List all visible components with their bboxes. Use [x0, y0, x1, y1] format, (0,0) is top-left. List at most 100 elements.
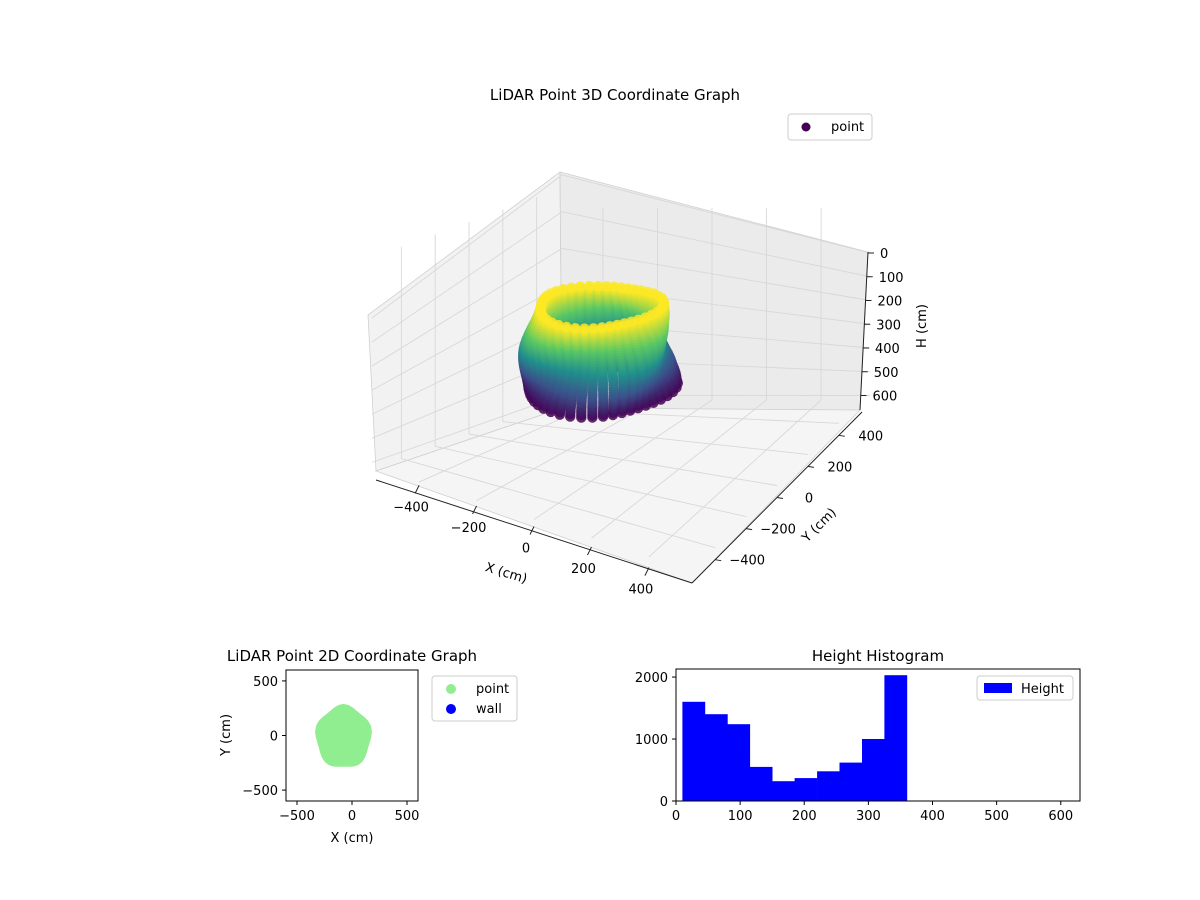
wall-grid-h-1	[371, 211, 871, 343]
x-tick-3d-3	[587, 546, 592, 556]
point-cloud-2d-area	[315, 703, 372, 767]
histogram-bar-9	[884, 675, 908, 801]
histogram-bar-4	[772, 781, 795, 801]
x-tick-3d-2	[529, 526, 535, 535]
histogram-bar-5	[794, 778, 818, 801]
y-tick-label-2d-0: −500	[242, 784, 278, 799]
ticks-3d: −400 −200 0 200 400 −400 −200 0 200 400 0 100 200 300…	[393, 247, 903, 598]
legend-3d-marker-point	[801, 122, 811, 132]
point-cloud-2d	[315, 703, 372, 767]
floor-grid-y-4	[536, 408, 839, 424]
x-tick-label-2d-0: −500	[279, 809, 315, 824]
legend-3d: point	[787, 113, 873, 141]
legend-3d-label-point: point	[831, 120, 864, 135]
x-tick-label-hist-6: 600	[1048, 809, 1073, 824]
legend-hist-box	[976, 675, 1074, 701]
x-tick-label-2d-1: 0	[348, 809, 356, 824]
x-tick-3d-1	[472, 505, 477, 515]
wall-grid-h-0	[371, 174, 871, 319]
floor-grid-y-2	[468, 433, 778, 486]
y-tick-label-hist-0: 0	[660, 795, 668, 810]
y-tick-label-3d-0: −400	[729, 554, 765, 569]
x-tick-3d-4	[644, 567, 650, 576]
x-tick-label-3d-2: 0	[522, 542, 530, 557]
legend-2d-label-point: point	[476, 682, 509, 697]
ticks-2d: −500 0 500 −500 0 500	[242, 675, 419, 824]
lidar-point-3d	[601, 281, 612, 292]
legend-hist-label: Height	[1021, 682, 1064, 697]
histogram-bar-8	[862, 739, 885, 801]
lidar-point-3d	[588, 323, 599, 334]
y-tick-label-3d-3: 200	[827, 460, 852, 475]
x-axis-label-2d: X (cm)	[331, 831, 374, 846]
lidar-point-3d	[609, 281, 620, 292]
point-cloud-3d	[518, 280, 683, 423]
chart-2d-title: LiDAR Point 2D Coordinate Graph	[227, 647, 477, 665]
plot-frame-hist	[675, 668, 1081, 802]
y-axis-label-2d: Y (cm)	[219, 714, 234, 757]
legend-hist: Height	[976, 675, 1074, 701]
histogram-bar-7	[839, 762, 863, 801]
z-axis-line	[859, 251, 869, 411]
x-tick-label-hist-4: 400	[920, 809, 945, 824]
wall-grid-h-2	[371, 247, 871, 367]
y-tick-3d-4	[838, 434, 845, 437]
y-tick-3d-2	[776, 497, 784, 499]
floor-grid-y-0	[401, 458, 716, 549]
x-tick-3d-0	[414, 485, 420, 494]
lidar-point-3d	[640, 312, 651, 323]
legend-2d-label-wall: wall	[476, 702, 502, 717]
z-tick-label-3d-5: 500	[874, 366, 899, 381]
x-tick-label-hist-3: 300	[856, 809, 881, 824]
x-axis-label-3d: X (cm)	[483, 560, 529, 587]
lidar-point-3d	[584, 280, 595, 292]
x-axis-line	[375, 479, 693, 584]
y-tick-3d-3	[807, 465, 814, 468]
x-tick-label-3d-0: −400	[393, 500, 429, 515]
y-tick-3d-1	[746, 528, 753, 531]
y-tick-label-hist-1: 1000	[635, 733, 668, 748]
lidar-point-3d	[566, 282, 577, 293]
z-tick-label-3d-3: 300	[876, 318, 901, 333]
z-tick-label-3d-2: 200	[878, 295, 903, 310]
lidar-point-3d	[596, 322, 608, 333]
legend-2d: point wall	[431, 675, 518, 722]
y-tick-3d-0	[715, 559, 722, 562]
legend-hist-swatch	[984, 683, 1012, 693]
y-tick-label-3d-4: 400	[858, 429, 883, 444]
x-tick-label-3d-1: −200	[451, 521, 487, 536]
y-tick-label-3d-2: 0	[805, 492, 813, 507]
chart-histogram: Height Histogram 0 100 200 300 400 500 600 0 100…	[635, 647, 1081, 824]
z-tick-label-3d-0: 0	[880, 247, 888, 262]
lidar-point-3d	[579, 323, 590, 334]
z-tick-label-3d-4: 400	[875, 342, 900, 357]
legend-2d-marker-wall	[446, 704, 456, 714]
lidar-point-3d	[575, 281, 586, 292]
lidar-point-3d	[593, 280, 604, 292]
histogram-title: Height Histogram	[812, 647, 944, 665]
chart-3d-title: LiDAR Point 3D Coordinate Graph	[490, 86, 740, 104]
y-axis-label-3d: Y (cm)	[799, 505, 840, 546]
x-tick-label-3d-4: 400	[628, 583, 653, 598]
z-tick-label-3d-6: 600	[873, 390, 898, 405]
x-tick-label-2d-2: 500	[395, 809, 420, 824]
floor-grid-y-3	[502, 421, 808, 455]
x-tick-label-hist-0: 0	[672, 809, 680, 824]
z-tick-label-3d-1: 100	[879, 271, 904, 286]
y-tick-label-2d-2: 500	[253, 675, 278, 690]
floor-grid-y-1	[435, 445, 747, 518]
histogram-bars	[682, 675, 908, 801]
y-tick-label-hist-2: 2000	[635, 671, 668, 686]
lidar-point-3d	[561, 321, 572, 333]
x-tick-label-hist-5: 500	[984, 809, 1009, 824]
legend-2d-marker-point	[446, 684, 456, 694]
legend-3d-box	[787, 113, 873, 141]
histogram-bar-3	[749, 766, 773, 801]
y-tick-label-3d-1: −200	[760, 523, 796, 538]
histogram-bar-6	[817, 771, 840, 801]
y-tick-label-2d-1: 0	[270, 730, 278, 745]
chart-3d: LiDAR Point 3D Coordinate Graph −400 −200…	[367, 86, 930, 598]
z-axis-label-3d: H (cm)	[915, 304, 930, 348]
histogram-bar-2	[727, 724, 751, 801]
